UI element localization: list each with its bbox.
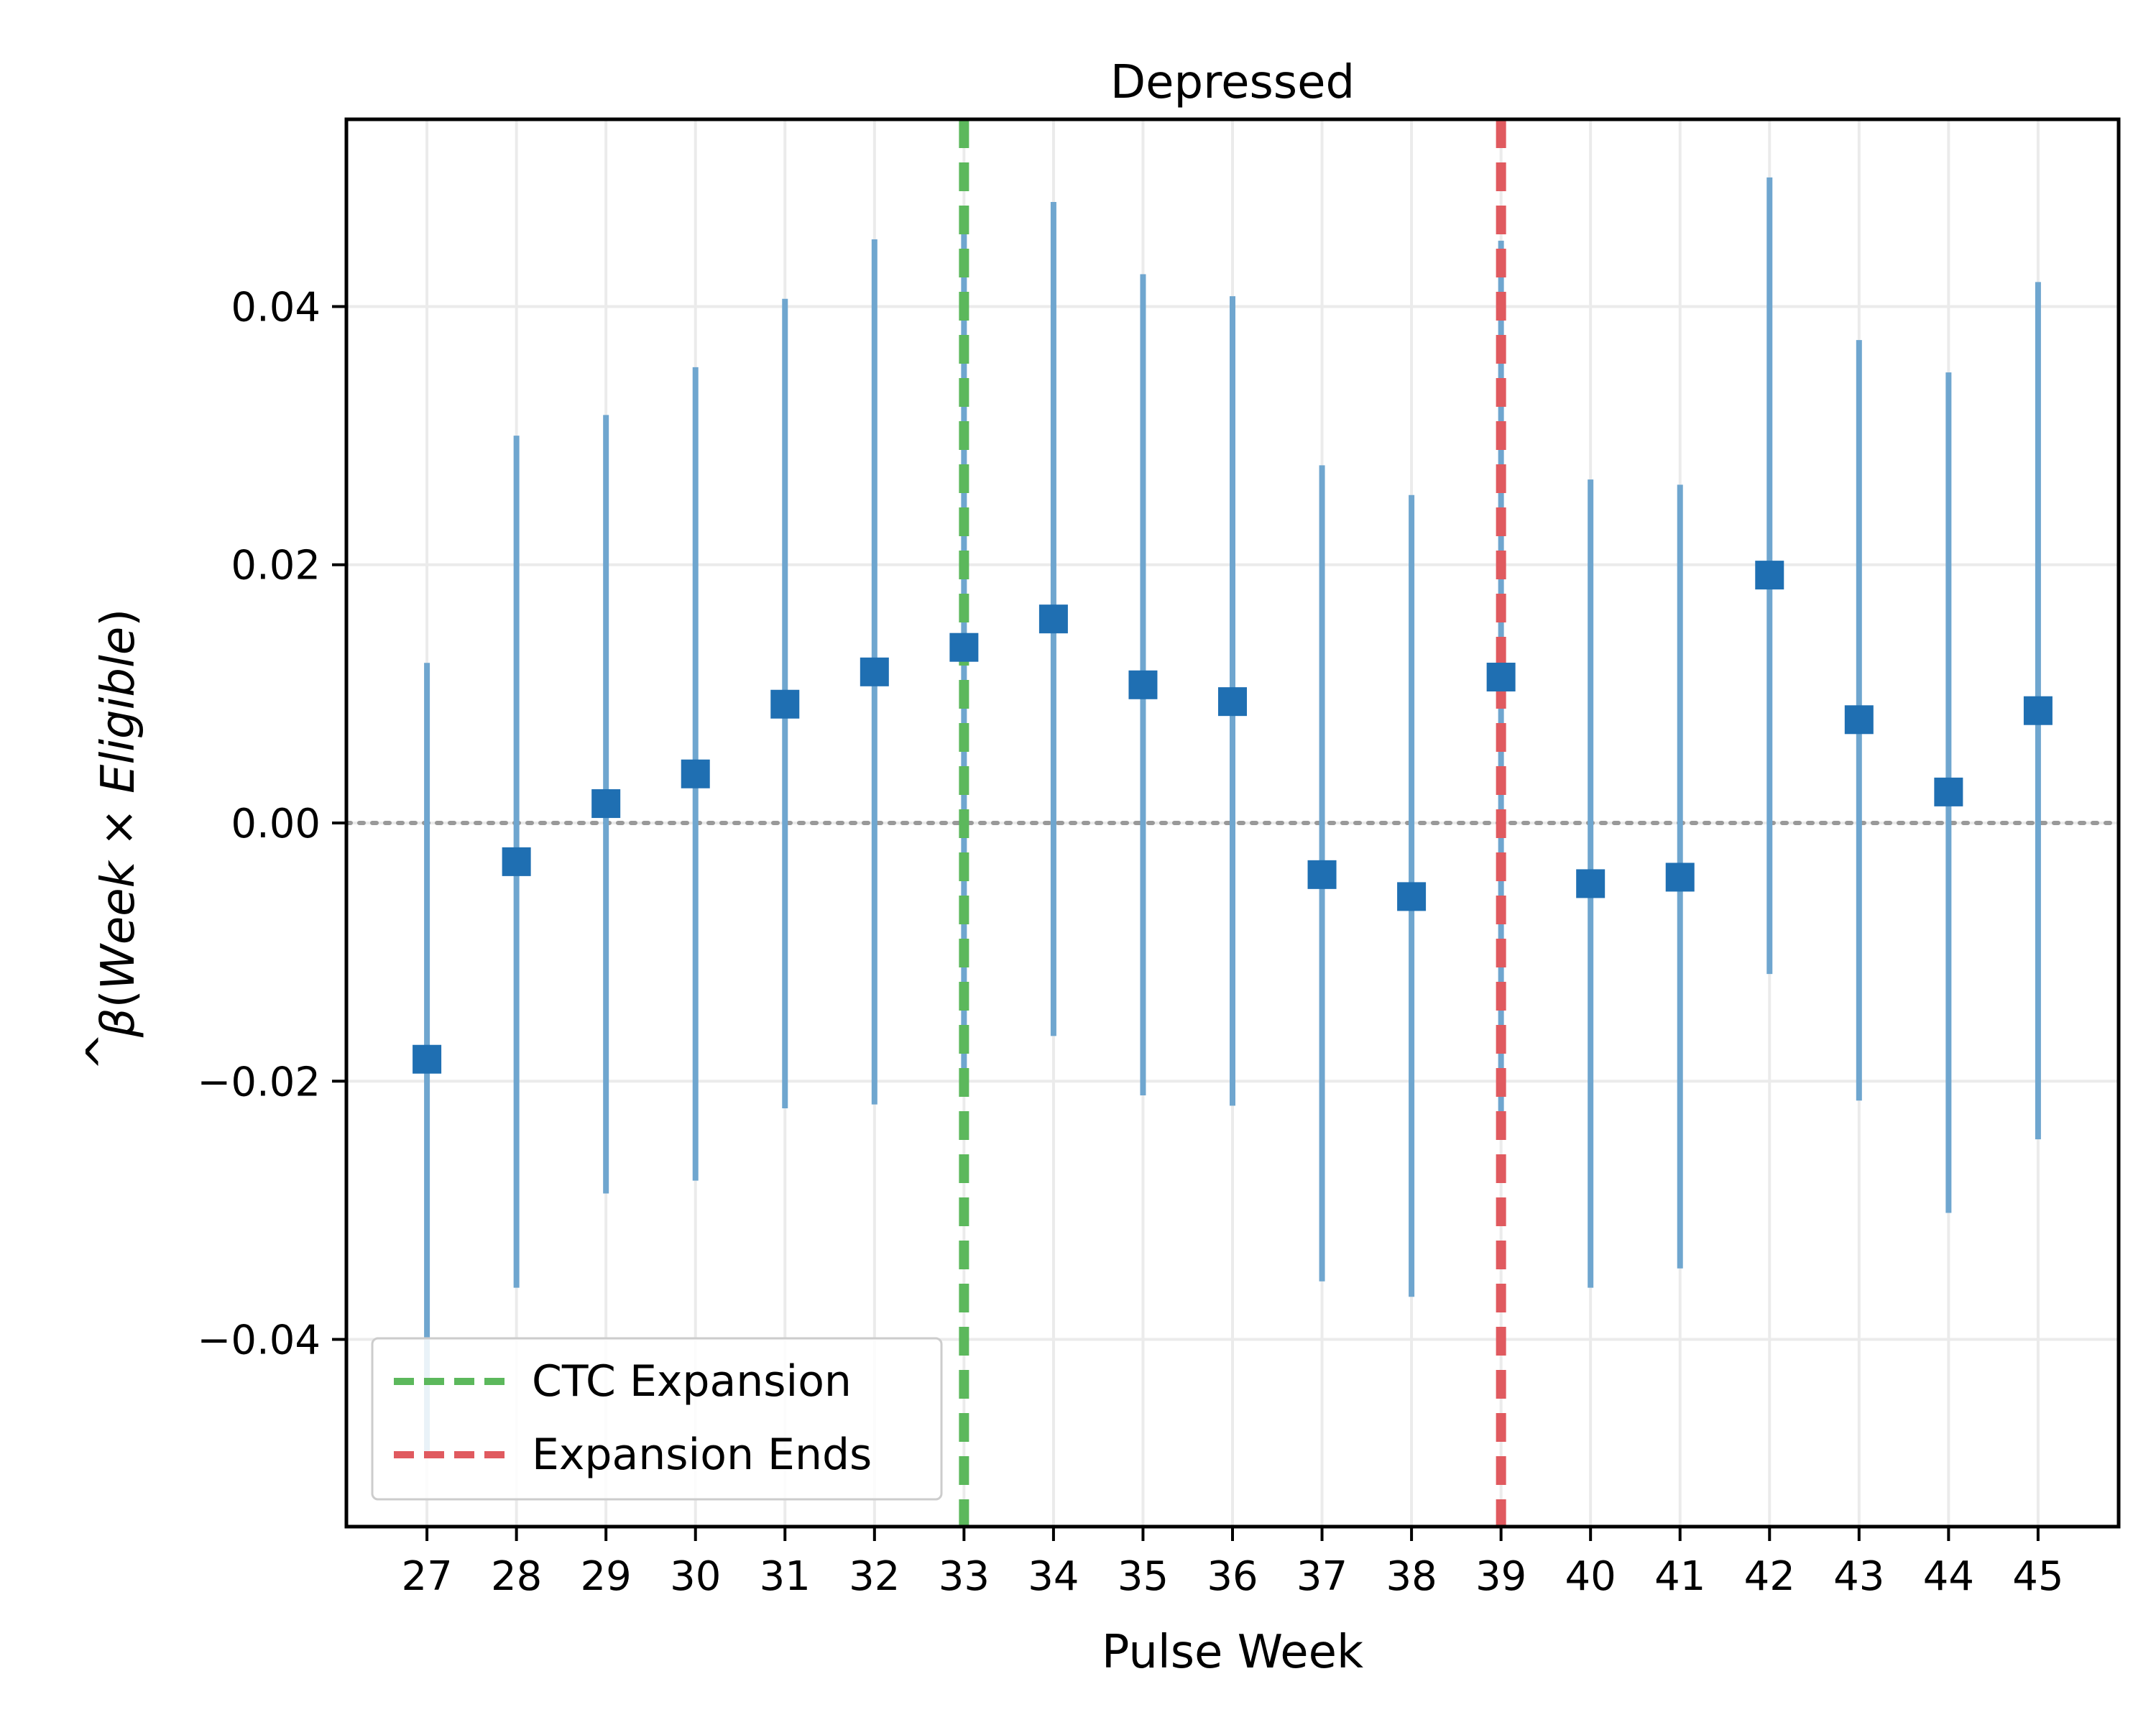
point-estimate-week-28 [502,847,531,876]
y-axis-close-paren: ) [92,609,145,627]
legend: CTC Expansion Expansion Ends [371,1337,943,1501]
x-tick-label: 36 [1207,1553,1258,1600]
x-tick-label: 39 [1475,1553,1526,1600]
y-tick-label: 0.00 [231,801,321,847]
x-tick-label: 42 [1744,1553,1795,1600]
point-estimate-week-35 [1128,670,1158,699]
point-estimate-week-29 [591,789,621,819]
y-axis-ticks: −0.04 −0.02 0.00 0.02 0.04 [197,284,346,1364]
x-tick-label: 28 [491,1553,542,1600]
y-tick-label: −0.02 [197,1059,321,1105]
point-estimate-week-33 [949,632,979,662]
point-estimate-week-43 [1844,705,1874,735]
point-estimate-week-36 [1218,687,1247,717]
y-axis-times-operator: × [92,794,145,861]
y-axis-eligible-term: Eligible [92,627,145,794]
x-tick-label: 41 [1654,1553,1705,1600]
point-estimate-week-45 [2023,696,2053,725]
x-tick-label: 27 [401,1553,452,1600]
x-tick-label: 34 [1028,1553,1079,1600]
x-tick-label: 29 [581,1553,632,1600]
point-estimate-week-37 [1307,860,1337,889]
x-tick-label: 31 [760,1553,811,1600]
x-tick-label: 40 [1565,1553,1616,1600]
x-tick-label: 45 [2012,1553,2063,1600]
point-estimate-layer [413,561,2053,1074]
y-axis-title: β(Week × Eligible) ^ [78,609,145,1071]
legend-label-ctc-expansion: CTC Expansion [532,1356,852,1407]
point-estimate-week-42 [1755,561,1784,590]
x-tick-label: 37 [1296,1553,1348,1600]
y-axis-beta-hat: ^ [78,1032,131,1071]
y-tick-label: −0.04 [197,1317,321,1364]
point-estimate-week-31 [770,689,800,719]
x-tick-label: 38 [1386,1553,1437,1600]
point-estimate-week-41 [1665,862,1695,892]
svg-text:β(Week × Eligible): β(Week × Eligible) [92,609,145,1038]
point-estimate-week-40 [1576,869,1606,898]
y-tick-label: 0.04 [231,284,321,331]
legend-box [371,1337,943,1501]
x-tick-label: 43 [1833,1553,1884,1600]
point-estimate-week-32 [860,657,889,686]
y-axis-week-term: Week [92,859,145,990]
x-axis-ticks: 27 28 29 30 31 32 33 34 35 36 37 38 39 40 41 42 43 44 45 [401,1527,2064,1600]
x-tick-label: 30 [670,1553,721,1600]
event-lines-layer [959,119,1506,1527]
x-tick-label: 33 [939,1553,990,1600]
chart-title: Depressed [1110,56,1355,109]
x-tick-label: 32 [849,1553,900,1600]
point-estimate-week-34 [1038,604,1068,634]
point-estimate-week-30 [681,759,710,788]
y-tick-label: 0.02 [231,543,321,589]
x-tick-label: 35 [1118,1553,1169,1600]
legend-label-expansion-ends: Expansion Ends [532,1430,872,1480]
x-tick-label: 44 [1923,1553,1974,1600]
point-estimate-week-44 [1934,777,1963,806]
y-axis-open-paren: ( [92,990,145,1008]
point-estimate-week-39 [1486,663,1516,692]
x-axis-title: Pulse Week [1102,1626,1363,1679]
point-estimate-week-38 [1397,882,1427,911]
y-axis-beta-symbol: β [92,1008,145,1038]
point-estimate-week-27 [413,1044,442,1074]
